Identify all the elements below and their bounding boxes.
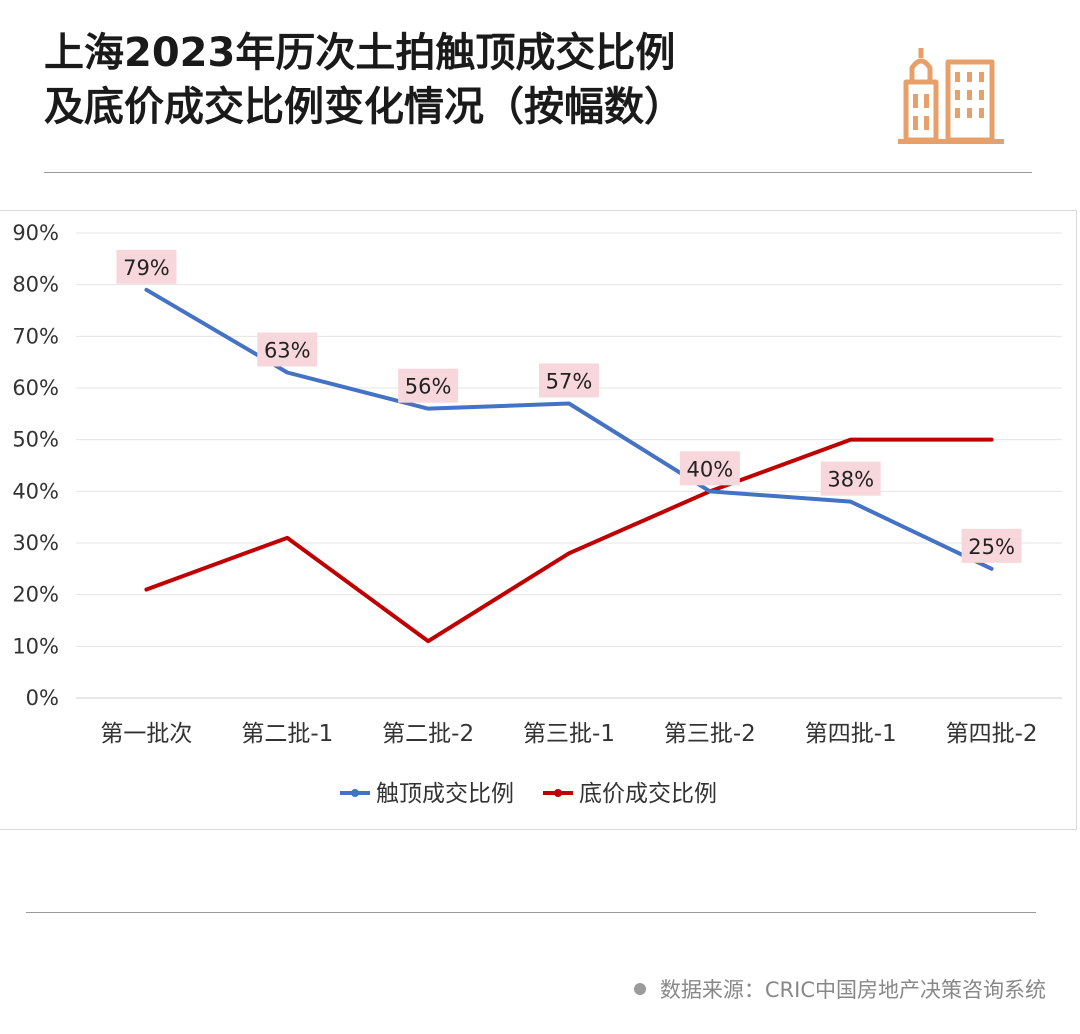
page-title: 上海2023年历次土拍触顶成交比例 及底价成交比例变化情况（按幅数） [44,26,684,134]
data-label-bg [398,368,459,403]
x-tick-label: 第三批-1 [523,721,615,747]
data-label: 79% [123,256,170,280]
source-text: 数据来源：CRIC中国房地产决策咨询系统 [659,978,1046,1002]
data-label-bg [257,332,318,367]
series-lines [144,287,994,644]
y-axis-ticks: 0% 10% 20% 30% 40% 50% 60% 70% 80% 90% [12,221,59,710]
y-tick-label: 10% [12,634,59,658]
data-label: 63% [264,339,311,363]
x-tick-label: 第二批-2 [382,721,474,747]
x-tick-label: 第四批-1 [805,721,897,747]
data-labels: 79% 63% 56% 57% 40% 38% 25% [116,249,1022,563]
source-note: 数据来源：CRIC中国房地产决策咨询系统 [633,974,1046,1004]
data-label-bg [539,363,599,398]
x-tick-label: 第一批次 [100,721,192,747]
legend-swatch-marker [554,789,562,797]
y-tick-label: 60% [12,376,59,400]
y-tick-label: 70% [12,324,59,348]
top-divider [44,172,1032,173]
y-tick-label: 40% [12,479,59,503]
line-chart: 0%10%20%30%40%50%60%70%80%90% 第一批次 第二批-1 第… [12,221,1062,807]
data-label: 56% [405,375,452,399]
legend-swatch-marker [351,789,359,797]
y-tick-label: 0% [26,686,59,710]
series-line [144,437,994,644]
grid-lines [76,232,1062,699]
x-tick-label: 第二批-1 [241,721,333,747]
series-line [144,287,994,571]
data-label: 25% [968,535,1015,559]
x-tick-label: 第四批-2 [946,721,1038,747]
data-label: 40% [687,457,734,481]
legend-label: 底价成交比例 [579,781,717,807]
data-label-bg [961,528,1022,563]
y-tick-label: 80% [12,273,59,297]
y-tick-label: 20% [12,583,59,607]
y-tick-label: 30% [12,531,59,555]
y-tick-label: 50% [12,428,59,452]
legend: 触顶成交比例 底价成交比例 [340,781,717,807]
data-label-bg [116,249,177,284]
x-tick-label: 第三批-2 [664,721,756,747]
title-line-1: 上海2023年历次土拍触顶成交比例 [44,30,676,76]
data-label: 38% [827,468,874,492]
title-line-2: 及底价成交比例变化情况（按幅数） [44,84,684,130]
data-label-bg [679,451,740,486]
y-tick-label: 90% [12,221,59,245]
bottom-divider [26,912,1036,913]
chart-panel: 0% 10% 20% 30% 40% 50% 60% 70% 80% 90% 第一批次 第二批-1 第… [0,210,1077,830]
data-label-bg [820,461,881,496]
data-label: 57% [546,370,593,394]
x-axis-ticks: 第一批次 第二批-1 第二批-2 第三批-1 第三批-2 第四批-1 第四批-2 [100,721,1037,747]
bullet-dot-icon [633,983,646,995]
city-buildings-icon [898,48,1004,144]
legend-label: 触顶成交比例 [376,781,514,807]
